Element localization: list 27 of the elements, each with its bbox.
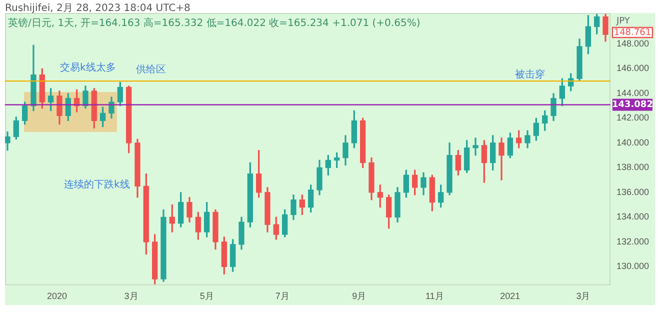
annotation: 被击穿 (515, 68, 545, 81)
annotation: 供给区 (136, 64, 166, 76)
x-tick-label: 11月 (425, 291, 444, 302)
x-tick-label: 2020 (46, 291, 68, 302)
y-tick-label: 140.000 (616, 137, 650, 148)
x-tick-label: 3月 (576, 291, 590, 302)
annotation: 交易k线太多 (60, 62, 116, 74)
text: 148.761 (614, 28, 652, 38)
x-tick-label: 3月 (124, 291, 138, 302)
y-tick-label: 144.000 (616, 88, 650, 98)
x-tick-label: 5月 (200, 291, 214, 302)
x-tick-label: 9月 (352, 291, 366, 302)
y-tick-label: 130.000 (616, 261, 650, 272)
chart-title: Rushijifei, 2月 28, 2023 18:04 UTC+8 (5, 2, 190, 15)
y-tick-label: 134.000 (616, 212, 650, 222)
annotation: 连续的下跌k线 (64, 178, 130, 191)
chart-subtitle: 英镑/日元, 1天, 开=164.163 高=165.332 低=164.022 收=165.234 +1.071 (+0.65%) (8, 16, 420, 30)
y-axis-title: JPY (615, 16, 630, 26)
x-tick-label: 2021 (500, 291, 520, 302)
y-tick-label: 136.000 (616, 186, 650, 197)
x-tick-label: 7月 (275, 291, 290, 302)
ref-line-label: 143.082 (612, 100, 653, 110)
y-tick-label: 138.000 (616, 162, 650, 172)
y-tick-label: 142.000 (616, 112, 650, 123)
y-tick-label: 146.000 (616, 63, 650, 74)
y-tick-label: 148.000 (616, 38, 650, 48)
y-tick-label: 132.000 (616, 236, 650, 246)
